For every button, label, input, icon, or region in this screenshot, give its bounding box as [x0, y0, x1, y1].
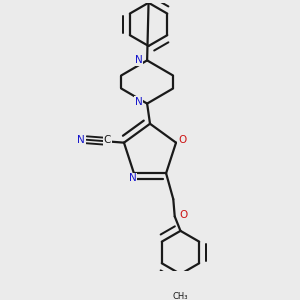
Text: N: N — [135, 97, 142, 107]
Text: O: O — [179, 210, 188, 220]
Text: O: O — [178, 135, 187, 146]
Text: C: C — [104, 135, 111, 146]
Text: N: N — [129, 173, 136, 183]
Text: CH₃: CH₃ — [173, 292, 188, 300]
Text: N: N — [135, 56, 142, 65]
Text: N: N — [77, 135, 85, 145]
